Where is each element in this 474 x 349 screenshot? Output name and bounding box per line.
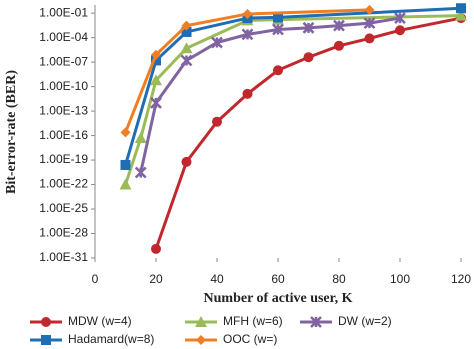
data-point [302,21,315,34]
y-tick-label: 1.00E-28 [39,226,88,240]
x-axis-title: Number of active user, K [204,291,353,306]
legend-marker [310,316,322,328]
x-tick-label: 0 [92,272,99,286]
data-point [242,88,253,99]
data-point [242,8,253,19]
legend-label: MFH (w=6) [223,314,283,328]
data-point [273,12,283,23]
series-line [154,16,462,250]
x-tick-label: 20 [149,272,163,286]
data-point [119,178,132,190]
data-point [211,36,223,49]
data-point [181,20,192,31]
legend-label: MDW (w=4) [68,314,132,328]
data-point [151,243,161,254]
data-point [150,97,162,109]
y-tick-label: 1.00E-16 [39,128,88,142]
data-point [151,49,161,60]
x-tick-label: 80 [332,272,346,286]
x-tick-label: 100 [390,272,410,286]
legend-label: OOC (w=) [223,332,277,346]
data-point [333,19,345,32]
data-point [181,156,192,167]
legend-marker [195,316,207,327]
y-tick-label: 1.00E-25 [39,201,88,215]
series-line [124,8,370,133]
data-point [134,166,147,179]
data-point [364,4,375,15]
data-point [394,12,406,24]
y-tick-label: 1.00E-10 [39,79,88,93]
data-point [120,159,131,170]
data-point [241,28,254,41]
y-tick-label: 1.00E-31 [39,250,88,264]
x-tick-label: 60 [271,272,285,286]
data-point [181,26,192,37]
data-point [212,116,222,127]
data-point [364,33,375,44]
legend-marker [41,335,51,345]
y-axis-title: Bit-error-rate (BER) [4,70,19,194]
data-point [456,3,466,14]
legend-marker [196,335,206,345]
y-tick-label: 1.00E-19 [39,152,88,166]
x-tick-label: 40 [210,272,224,286]
data-point [334,40,344,51]
legend-marker [41,317,51,327]
x-tick-label: 120 [451,272,471,286]
data-point [455,9,467,21]
series-line [124,6,462,166]
legend-label: Hadamard(w=8) [68,332,154,346]
y-tick-label: 1.00E-13 [39,103,88,117]
data-point [120,127,131,138]
data-point [363,17,376,30]
data-point [395,25,405,36]
data-point [151,55,161,66]
data-point [134,132,147,144]
y-tick-label: 1.00E-07 [39,54,88,68]
data-point [180,42,193,54]
y-tick-label: 1.00E-01 [39,5,88,19]
y-tick-label: 1.00E-04 [39,30,88,44]
data-point [150,74,162,86]
y-tick-label: 1.00E-22 [39,177,88,191]
data-point [180,54,193,67]
data-point [273,65,283,76]
legend-label: DW (w=2) [338,314,392,328]
data-point [272,23,284,36]
series-line [139,16,401,173]
data-point [303,52,314,63]
